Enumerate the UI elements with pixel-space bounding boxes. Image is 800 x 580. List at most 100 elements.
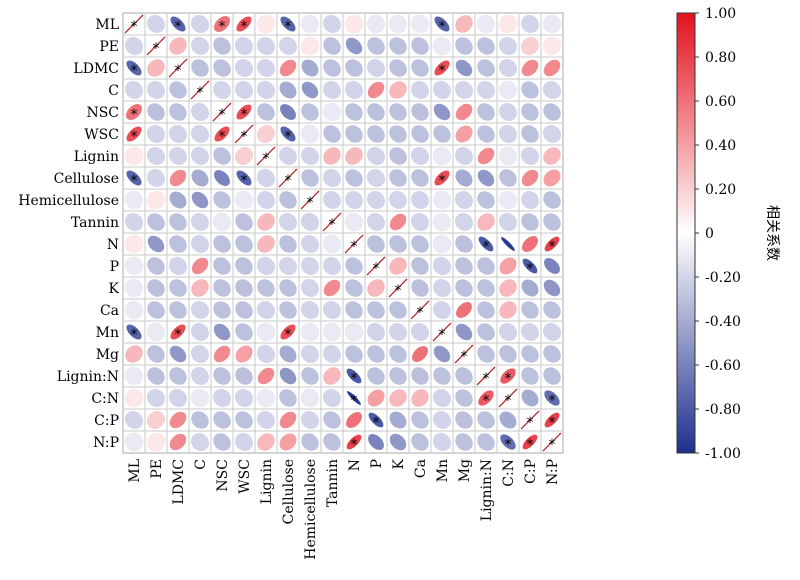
ellipse-6-16 — [477, 147, 495, 165]
significance-star: * — [351, 437, 358, 453]
ellipse-9-2 — [169, 213, 187, 231]
ellipse-11-12 — [389, 257, 407, 275]
significance-star: * — [153, 41, 160, 57]
ellipse-8-9 — [322, 190, 342, 210]
ellipse-11-6 — [256, 256, 276, 276]
ellipse-2-18 — [521, 59, 539, 77]
diagonal-mark-5 — [234, 124, 254, 144]
column-label: Ca — [413, 459, 429, 478]
significance-star: * — [241, 107, 248, 123]
significance-star: * — [219, 107, 226, 123]
colorbar-tick-label: -1.00 — [705, 446, 741, 462]
row-label: Mn — [96, 325, 119, 341]
row-label: C — [108, 83, 119, 99]
diagonal-mark-12 — [388, 278, 408, 298]
ellipse-17-6 — [256, 388, 276, 408]
ellipse-15-6 — [256, 344, 276, 364]
colorbar: 1.00 0.80 0.60 0.40 0.20 0 -0.20 -0.40 -0.60 -0.8… — [676, 6, 780, 462]
ellipse-11-2 — [168, 256, 188, 276]
ellipse-10-16 — [478, 236, 494, 252]
diagonal-mark-4 — [212, 102, 232, 122]
ellipse-9-19 — [543, 213, 561, 231]
ellipse-14-10 — [344, 322, 364, 342]
ellipse-4-14 — [433, 103, 451, 121]
ellipse-2-0 — [126, 60, 142, 76]
diagonal-mark-10 — [344, 234, 364, 254]
ellipse-4-12 — [389, 103, 407, 121]
ellipse-13-4 — [213, 301, 231, 319]
ellipse-5-0 — [126, 126, 142, 142]
ellipse-5-4 — [214, 126, 230, 142]
ellipse-15-8 — [300, 344, 320, 364]
ellipse-12-4 — [213, 279, 231, 297]
ellipse-14-19 — [542, 322, 562, 342]
ellipse-9-1 — [147, 213, 165, 231]
ellipse-19-1 — [146, 432, 166, 452]
ellipse-4-9 — [322, 102, 342, 122]
ellipse-8-11 — [366, 190, 386, 210]
ellipse-9-15 — [454, 212, 474, 232]
ellipse-14-4 — [213, 323, 231, 341]
ellipse-12-8 — [300, 278, 320, 298]
ellipse-16-14 — [433, 367, 451, 385]
ellipse-18-9 — [323, 411, 341, 429]
ellipse-2-1 — [147, 59, 165, 77]
ellipse-17-1 — [146, 388, 166, 408]
ellipse-3-12 — [389, 81, 407, 99]
ellipse-17-16 — [478, 390, 494, 406]
significance-star: * — [527, 415, 534, 431]
ellipse-6-0 — [124, 146, 144, 166]
ellipse-3-19 — [542, 80, 562, 100]
ellipse-11-5 — [235, 257, 253, 275]
ellipse-13-1 — [147, 301, 165, 319]
ellipse-0-12 — [388, 14, 408, 34]
significance-star: * — [439, 63, 446, 79]
column-label: N:P — [545, 459, 561, 485]
ellipse-13-10 — [345, 301, 363, 319]
ellipse-7-1 — [146, 168, 166, 188]
colorbar-gradient — [676, 12, 696, 454]
ellipse-0-4 — [214, 16, 230, 32]
ellipse-14-0 — [126, 324, 142, 340]
ellipse-4-3 — [190, 102, 210, 122]
ellipse-8-18 — [520, 190, 540, 210]
ellipse-8-7 — [279, 191, 297, 209]
significance-star: * — [175, 19, 182, 35]
ellipse-14-6 — [256, 322, 276, 342]
ellipse-5-16 — [477, 125, 495, 143]
ellipse-16-15 — [455, 367, 473, 385]
ellipse-11-9 — [322, 256, 342, 276]
ellipse-8-10 — [344, 190, 364, 210]
ellipse-2-17 — [498, 58, 518, 78]
ellipse-5-8 — [300, 124, 320, 144]
column-label: Tannin — [325, 459, 341, 507]
colorbar-tick-label: 0.60 — [705, 94, 736, 110]
ellipse-3-0 — [124, 80, 144, 100]
ellipse-7-5 — [236, 170, 252, 186]
ellipse-8-19 — [543, 191, 561, 209]
ellipse-18-5 — [235, 411, 253, 429]
ellipse-17-0 — [124, 388, 144, 408]
column-label: PE — [149, 459, 165, 479]
ellipse-11-10 — [345, 257, 363, 275]
ellipse-6-1 — [146, 146, 166, 166]
ellipse-14-8 — [300, 322, 320, 342]
ellipse-14-5 — [235, 323, 253, 341]
ellipse-3-13 — [410, 80, 430, 100]
ellipse-16-3 — [190, 366, 210, 386]
row-label: Lignin:N — [57, 369, 119, 385]
significance-star: * — [549, 437, 556, 453]
ellipse-17-10 — [347, 391, 361, 405]
ellipse-16-13 — [411, 367, 429, 385]
ellipse-5-11 — [367, 125, 385, 143]
ellipse-6-15 — [454, 146, 474, 166]
ellipse-2-6 — [256, 58, 276, 78]
ellipse-14-1 — [146, 322, 166, 342]
ellipse-11-8 — [300, 256, 320, 276]
ellipse-0-2 — [170, 16, 186, 32]
ellipse-5-1 — [146, 124, 166, 144]
ellipse-9-18 — [521, 213, 539, 231]
ellipse-6-8 — [300, 146, 320, 166]
ellipse-8-17 — [498, 190, 518, 210]
